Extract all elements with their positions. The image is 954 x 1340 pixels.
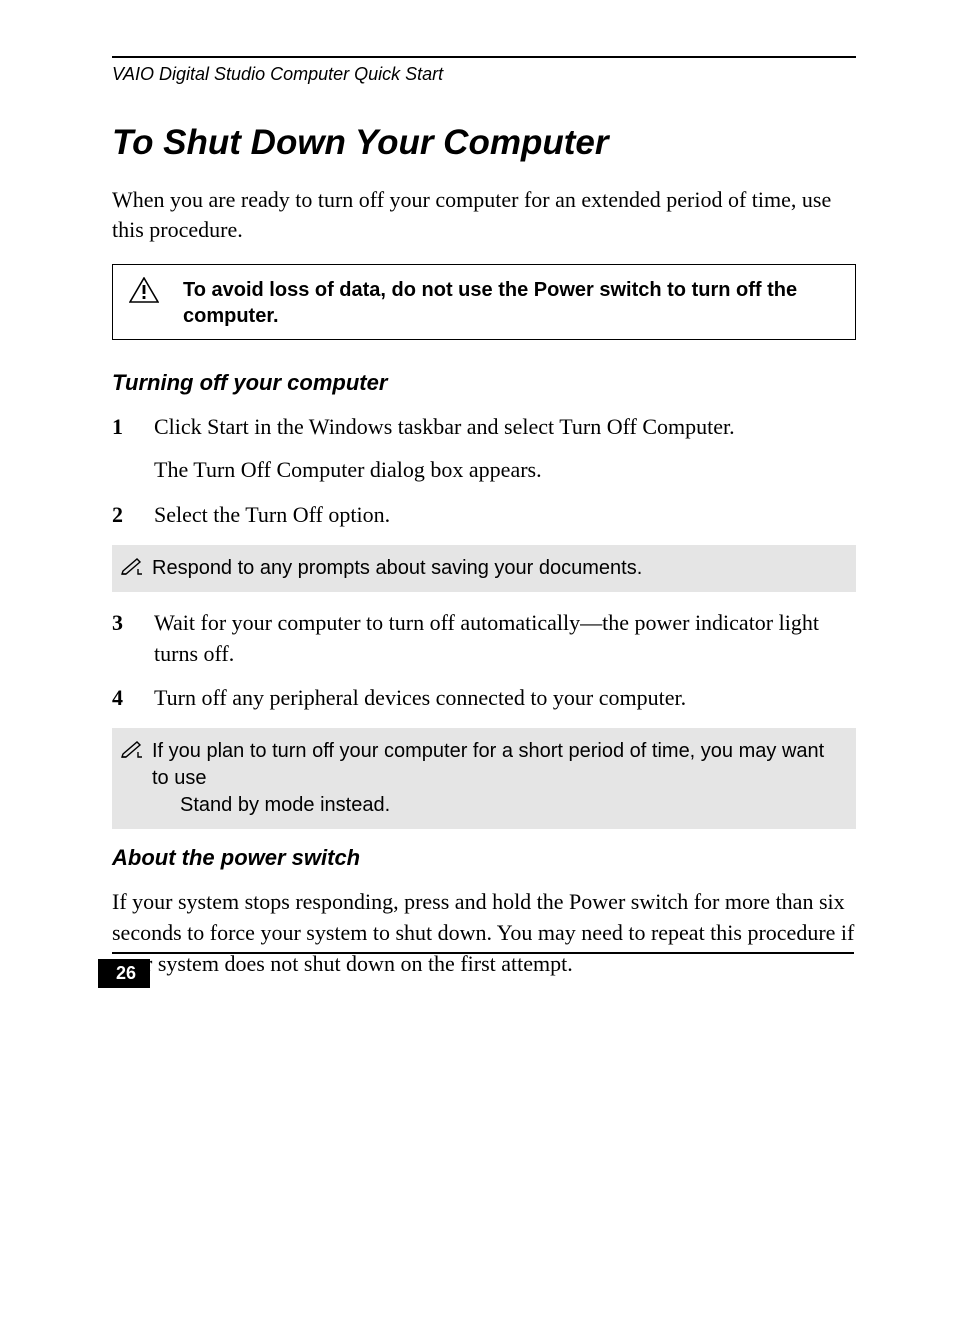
note-icon <box>120 739 144 764</box>
note-text: If you plan to turn off your computer fo… <box>152 738 844 819</box>
note-bar: Respond to any prompts about saving your… <box>112 545 856 592</box>
step-number: 4 <box>112 683 130 714</box>
note-text: Respond to any prompts about saving your… <box>152 555 642 582</box>
footer-rule <box>112 952 854 954</box>
step-text: Wait for your computer to turn off autom… <box>154 608 856 670</box>
footer: 26 <box>98 959 150 988</box>
note-bar: If you plan to turn off your computer fo… <box>112 728 856 829</box>
steps-list-a: 1 Click Start in the Windows taskbar and… <box>112 412 856 530</box>
subhead-power-switch: About the power switch <box>112 845 856 871</box>
step-body: Click Start in the Windows taskbar and s… <box>154 412 856 486</box>
note-line1: If you plan to turn off your computer fo… <box>152 740 824 789</box>
power-switch-paragraph: If your system stops responding, press a… <box>112 887 856 979</box>
note-line2: Stand by mode instead. <box>152 792 844 819</box>
steps-list-b: 3 Wait for your computer to turn off aut… <box>112 608 856 714</box>
intro-paragraph: When you are ready to turn off your comp… <box>112 185 856 244</box>
page: VAIO Digital Studio Computer Quick Start… <box>0 0 954 1038</box>
step-item: 4 Turn off any peripheral devices connec… <box>112 683 856 714</box>
running-header: VAIO Digital Studio Computer Quick Start <box>112 64 856 85</box>
top-rule <box>112 56 856 58</box>
warning-icon <box>129 277 159 308</box>
step-number: 1 <box>112 412 130 486</box>
subhead-turning-off: Turning off your computer <box>112 370 856 396</box>
step-text: Turn off any peripheral devices connecte… <box>154 683 856 714</box>
step-number: 2 <box>112 500 130 531</box>
step-text: Click Start in the Windows taskbar and s… <box>154 414 735 439</box>
section-title: To Shut Down Your Computer <box>112 123 856 163</box>
step-subtext: The Turn Off Computer dialog box appears… <box>154 455 856 486</box>
note-icon <box>120 556 144 581</box>
step-number: 3 <box>112 608 130 670</box>
step-item: 3 Wait for your computer to turn off aut… <box>112 608 856 670</box>
warning-box: To avoid loss of data, do not use the Po… <box>112 264 856 340</box>
warning-text: To avoid loss of data, do not use the Po… <box>183 275 839 329</box>
step-text: Select the Turn Off option. <box>154 500 856 531</box>
page-number: 26 <box>98 959 150 988</box>
step-item: 2 Select the Turn Off option. <box>112 500 856 531</box>
step-item: 1 Click Start in the Windows taskbar and… <box>112 412 856 486</box>
